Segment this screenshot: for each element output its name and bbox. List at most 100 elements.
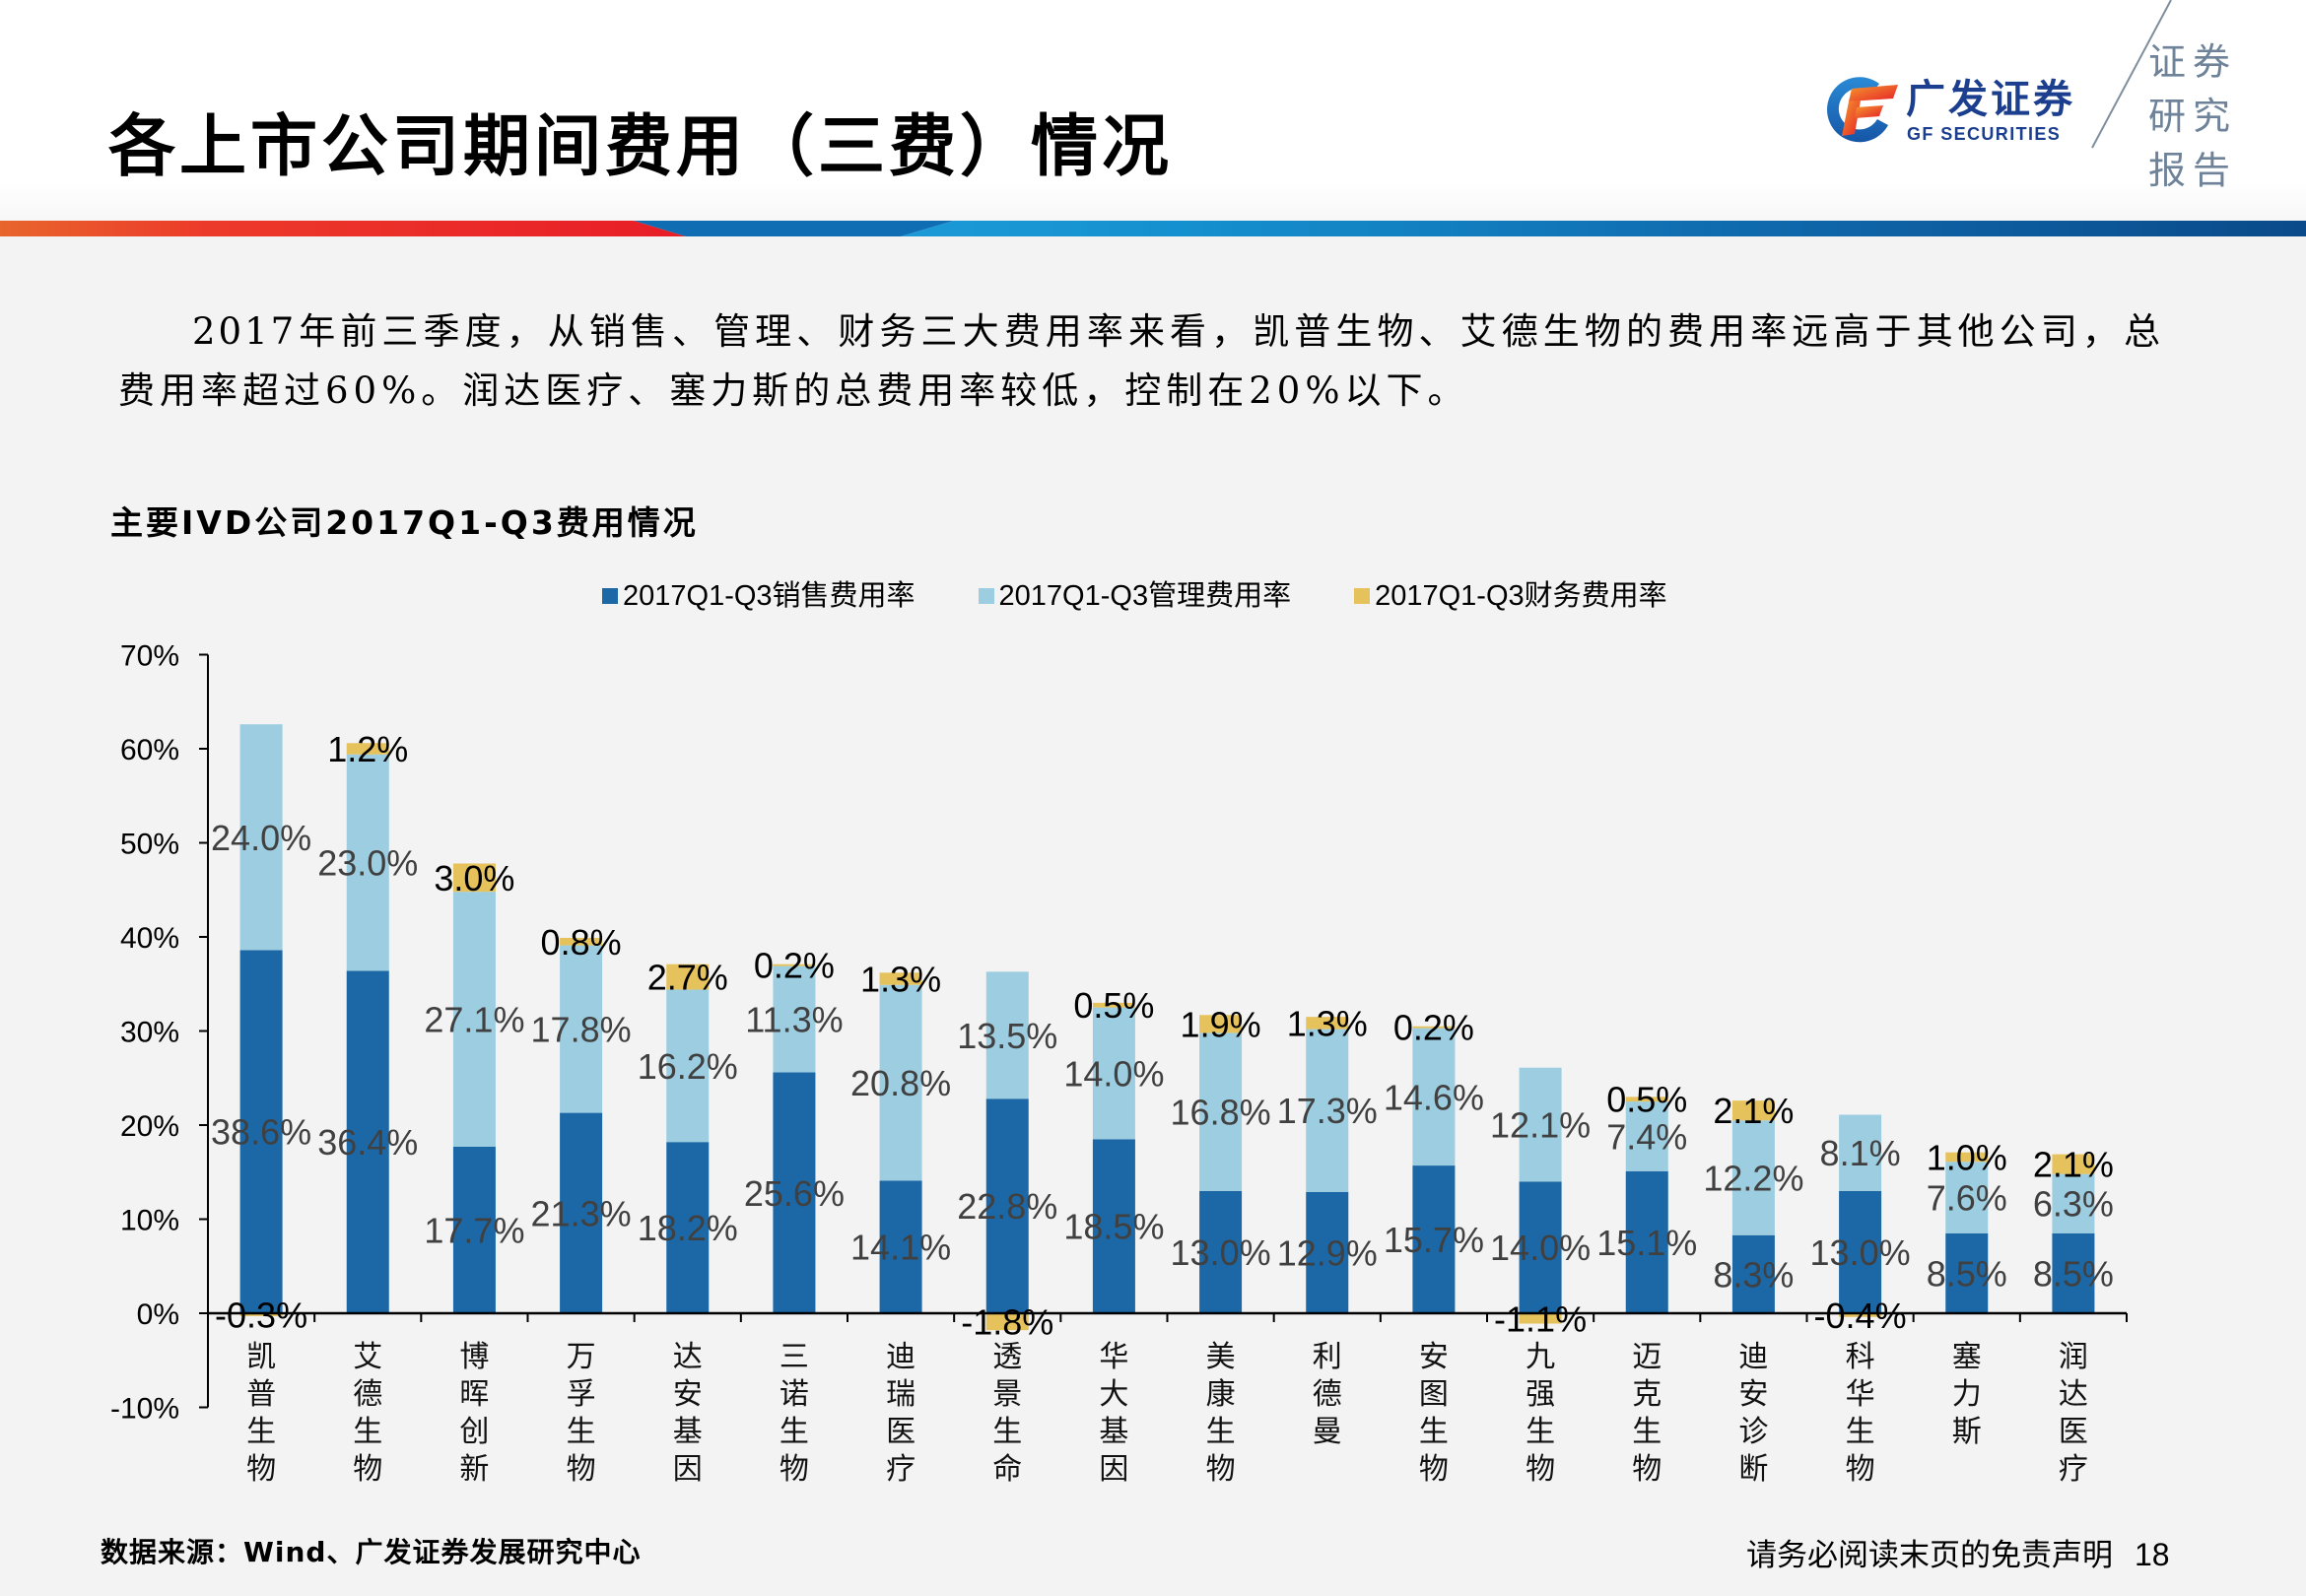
legend-item-finance: 2017Q1-Q3财务费用率: [1354, 579, 1667, 613]
data-label-sales: 38.6%: [211, 1112, 311, 1153]
x-tick-label-char: 透: [992, 1340, 1022, 1374]
x-tick-label-char: 医: [886, 1415, 916, 1449]
summary-paragraph-line: 费用率超过60%。润达医疗、塞力斯的总费用率较低，控制在20%以下。: [118, 369, 1469, 412]
x-tick-label-char: 达: [2059, 1377, 2088, 1412]
bar-segment-admin: [1839, 1114, 1882, 1191]
data-source-note: 数据来源：Wind、广发证券发展研究中心: [101, 1536, 642, 1568]
x-tick-label-char: 迪: [886, 1340, 916, 1374]
y-tick-label: 70%: [120, 640, 179, 673]
x-tick-label-char: 生: [1632, 1415, 1662, 1449]
data-label-admin: 27.1%: [424, 1000, 524, 1040]
y-tick-label: 60%: [120, 734, 179, 766]
tagline-line: 证券: [2148, 40, 2238, 84]
chart-legend: 2017Q1-Q3销售费用率 2017Q1-Q3管理费用率 2017Q1-Q3财…: [602, 579, 1667, 613]
x-tick-label-char: 斯: [1952, 1415, 1982, 1449]
data-label-sales: 21.3%: [531, 1193, 632, 1233]
data-label-sales: 13.0%: [1810, 1232, 1911, 1273]
data-label-admin: 20.8%: [850, 1063, 951, 1103]
bar-segment-sales: [1945, 1232, 1989, 1313]
x-tick-label-char: 诺: [780, 1377, 809, 1412]
x-tick-label-char: 凯: [246, 1340, 276, 1374]
x-tick-label-char: 万: [567, 1340, 596, 1374]
x-tick-label-char: 普: [246, 1377, 276, 1412]
bar-segment-admin: [1306, 1029, 1349, 1192]
bar-segment-finance: [1199, 1015, 1243, 1033]
data-label-sales: 8.3%: [1713, 1254, 1794, 1295]
bar-segment-finance: [346, 743, 389, 755]
x-tick-label: 万孚生物: [567, 1340, 596, 1487]
bar-segment-sales: [346, 970, 389, 1313]
legend-item-sales: 2017Q1-Q3销售费用率: [602, 579, 916, 613]
chart-title: 主要IVD公司2017Q1-Q3费用情况: [110, 503, 699, 542]
stripe-gradient-segment: [901, 221, 2306, 236]
x-tick-label-char: 力: [1952, 1377, 1982, 1412]
data-label-sales: 25.6%: [744, 1173, 845, 1214]
data-label-admin: 17.8%: [531, 1010, 632, 1050]
data-label-admin: 12.1%: [1490, 1105, 1591, 1146]
x-tick-label-char: 曼: [1313, 1415, 1342, 1449]
gf-securities-logo-icon: [1827, 77, 1898, 143]
divider-slash: [2091, 0, 2172, 149]
x-tick-label-char: 基: [1099, 1415, 1128, 1449]
bar-segment-admin: [1412, 1028, 1456, 1166]
data-label-finance: 2.1%: [2033, 1145, 2114, 1185]
bar-segment-sales: [879, 1180, 922, 1313]
x-tick-label-char: 物: [1419, 1452, 1449, 1487]
data-label-finance: 1.3%: [860, 959, 941, 999]
disclaimer-text: 请务必阅读末页的免责声明: [1746, 1538, 2113, 1573]
x-tick-label-char: 物: [1846, 1452, 1875, 1487]
bar-segment-admin: [773, 965, 816, 1073]
x-tick-label-char: 物: [1206, 1452, 1236, 1487]
x-tick-label-char: 艾: [353, 1340, 382, 1374]
bar-segment-admin: [346, 754, 389, 971]
data-label-finance: -0.3%: [215, 1295, 307, 1335]
x-tick-label-char: 因: [673, 1452, 703, 1487]
bar-segment-admin: [666, 989, 710, 1143]
data-label-finance: 1.2%: [327, 729, 408, 769]
x-tick-label-char: 博: [459, 1340, 489, 1374]
bar-segment-finance: [1839, 1313, 1882, 1317]
stripe-blue-segment: [634, 221, 954, 236]
brand-name-cn: 广发证券: [1906, 77, 2075, 122]
stripe-red-segment: [0, 221, 686, 236]
bar-segment-admin: [1731, 1120, 1775, 1235]
x-tick-label: 迪瑞医疗: [886, 1340, 916, 1487]
data-label-admin: 14.0%: [1063, 1053, 1164, 1094]
x-tick-label: 迪安诊断: [1738, 1340, 1768, 1487]
data-label-finance: 1.0%: [1927, 1137, 2007, 1177]
y-tick-label: 30%: [120, 1017, 179, 1049]
data-label-finance: 0.2%: [754, 946, 835, 986]
x-tick-label-char: 创: [459, 1415, 489, 1449]
bar-segment-admin: [2052, 1173, 2095, 1233]
x-tick-label-char: 德: [353, 1377, 382, 1412]
bar-segment-finance: [560, 937, 603, 946]
x-tick-label-char: 物: [246, 1452, 276, 1487]
header-stripe: [0, 221, 2306, 236]
x-tick-label: 迈克生物: [1632, 1340, 1662, 1487]
x-tick-label: 利德曼: [1313, 1340, 1342, 1449]
data-label-sales: 18.2%: [638, 1208, 738, 1248]
bar-segment-admin: [1092, 1007, 1135, 1140]
x-tick-label: 科华生物: [1846, 1340, 1875, 1487]
x-tick-label-char: 克: [1632, 1377, 1662, 1412]
bar-segment-finance: [1092, 1002, 1135, 1008]
bar-segment-finance: [2052, 1154, 2095, 1174]
x-tick-label: 美康生物: [1206, 1340, 1236, 1487]
x-tick-label-char: 生: [1206, 1415, 1236, 1449]
tagline-line: 报告: [2148, 149, 2238, 192]
x-tick-label-char: 生: [1419, 1415, 1449, 1449]
x-tick-label-char: 诊: [1738, 1415, 1768, 1449]
bar-segment-sales: [985, 1098, 1029, 1313]
data-label-finance: -1.8%: [961, 1302, 1053, 1343]
data-label-admin: 7.4%: [1606, 1116, 1687, 1157]
tagline-line: 研究: [2148, 95, 2238, 138]
x-tick-label-char: 利: [1313, 1340, 1342, 1374]
data-label-admin: 23.0%: [317, 843, 418, 884]
y-tick-label: 50%: [120, 829, 179, 861]
x-tick-label: 华大基因: [1099, 1340, 1128, 1487]
data-label-finance: 0.5%: [1606, 1080, 1687, 1120]
x-tick-label-char: 大: [1099, 1377, 1128, 1412]
x-tick-label-char: 疗: [2059, 1452, 2088, 1487]
bar-segment-admin: [452, 892, 496, 1147]
data-label-sales: 14.1%: [850, 1228, 951, 1268]
